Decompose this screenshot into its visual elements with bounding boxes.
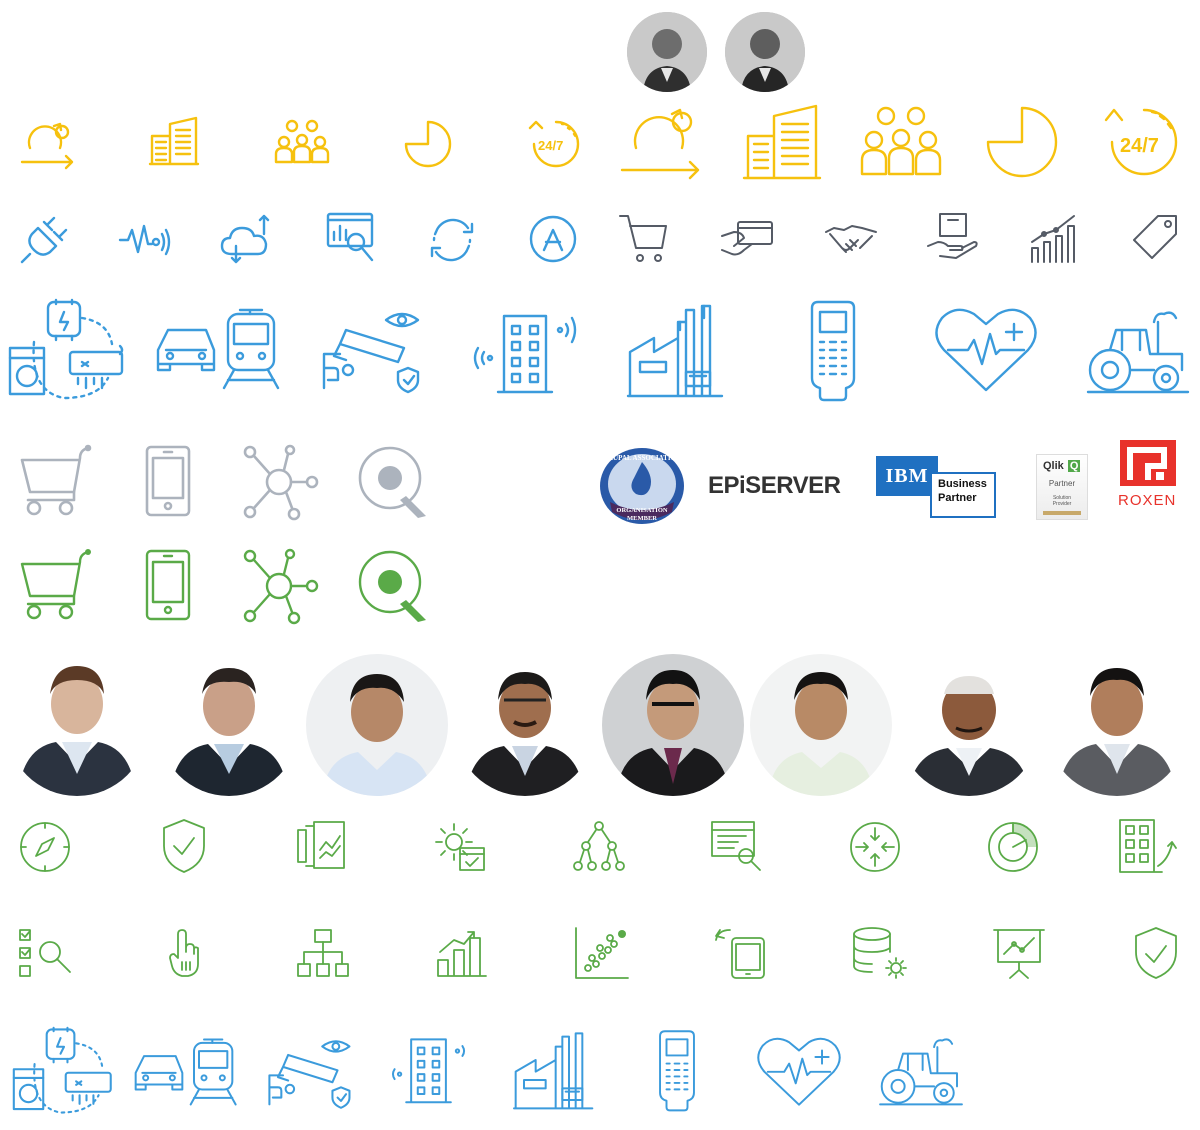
- avatar-3: [306, 654, 448, 796]
- mobile-icon: [144, 444, 192, 518]
- pos-terminal-icon: [808, 298, 858, 402]
- app-store-icon: [528, 214, 578, 264]
- price-tag-icon: [1132, 212, 1180, 262]
- qlik-partner-logo: Qlik Q Partner Solution Provider: [1036, 454, 1088, 520]
- qlik-brand: Qlik: [1043, 460, 1064, 472]
- qlik-line3: Provider: [1052, 501, 1072, 507]
- hierarchy-icon: [572, 820, 626, 872]
- avatar-person-2: [725, 12, 805, 92]
- smart-building-icon: [473, 312, 580, 394]
- team-large-icon: [860, 104, 942, 176]
- shield-check-icon: [1132, 926, 1180, 980]
- avatar-1: [6, 654, 148, 796]
- arrows-converge-icon: [848, 820, 902, 874]
- agile-cycle-icon: [20, 118, 76, 170]
- qlik-search-icon: [356, 548, 432, 624]
- ibm-line2: Partner: [938, 492, 977, 504]
- pos-terminal-icon: [656, 1028, 698, 1112]
- smart-home-icon: [8, 298, 128, 402]
- team-icon: [274, 118, 330, 164]
- cart-icon: [18, 444, 94, 518]
- svg-text:ORGANISATION: ORGANISATION: [616, 507, 667, 514]
- card-payment-icon: [720, 218, 774, 258]
- smart-building-icon: [388, 1036, 474, 1104]
- health-icon: [934, 304, 1038, 394]
- network-hub-icon: [240, 548, 319, 625]
- tractor-icon: [1086, 306, 1190, 394]
- pie-analysis-icon: [986, 820, 1040, 874]
- building-large-icon: [742, 102, 822, 182]
- avatar-person-1: [627, 12, 707, 92]
- factory-icon: [512, 1030, 596, 1110]
- svg-text:24/7: 24/7: [538, 138, 563, 153]
- roxen-logo: ROXEN: [1118, 440, 1180, 512]
- tablet-sync-icon: [714, 926, 766, 980]
- compass-icon: [18, 820, 72, 874]
- ibm-brand: IBM: [876, 456, 938, 496]
- transport-icon: [134, 1036, 244, 1108]
- qlik-line2: Solution: [1052, 495, 1072, 501]
- presentation-icon: [992, 926, 1046, 980]
- avatar-7: [898, 654, 1040, 796]
- shield-check-icon: [160, 818, 208, 874]
- ibm-line1: Business: [938, 478, 987, 490]
- org-chart-icon: [296, 928, 350, 978]
- drupal-association-logo: DRUPAL ASSOCIATION ORGANISATION MEMBER: [598, 446, 686, 526]
- pulse-signal-icon: [118, 222, 172, 258]
- avatar-2: [158, 654, 300, 796]
- refresh-cycle-icon: [426, 214, 478, 266]
- growth-chart-icon: [1028, 212, 1080, 264]
- svg-text:DRUPAL ASSOCIATION: DRUPAL ASSOCIATION: [603, 454, 681, 462]
- shopping-cart-icon: [618, 212, 670, 264]
- smart-home-icon: [12, 1026, 116, 1116]
- mobile-icon: [144, 548, 192, 622]
- transport-icon: [156, 306, 288, 392]
- svg-text:MEMBER: MEMBER: [627, 515, 657, 522]
- avatar-8: [1046, 654, 1188, 796]
- surveillance-icon: [320, 308, 428, 394]
- qlik-mark: Q: [1067, 460, 1081, 472]
- support-24-7-icon: 24/7: [528, 118, 582, 168]
- bar-growth-icon: [436, 928, 488, 978]
- cloud-sync-icon: [220, 214, 276, 264]
- pie-chart-icon: [402, 118, 454, 168]
- avatar-5: [602, 654, 744, 796]
- avatar-6: [750, 654, 892, 796]
- tractor-icon: [878, 1034, 964, 1106]
- agile-cycle-large-icon: [620, 104, 706, 180]
- network-hub-icon: [240, 444, 319, 521]
- qlik-search-icon: [356, 444, 432, 520]
- support-24-7-large-icon: 24/7: [1104, 104, 1182, 180]
- building-growth-icon: [1118, 818, 1180, 874]
- episerver-logo: EPiSERVER: [708, 472, 841, 499]
- database-settings-icon: [852, 926, 908, 980]
- pointer-hand-icon: [168, 928, 202, 978]
- avatar-4: [454, 654, 596, 796]
- settings-calendar-icon: [432, 820, 488, 872]
- ibm-business-partner-logo: IBM Business Partner: [876, 456, 996, 518]
- factory-icon: [626, 302, 726, 398]
- report-pages-icon: [296, 820, 348, 870]
- building-icon: [148, 116, 200, 166]
- cart-icon: [18, 548, 94, 622]
- handshake-icon: [824, 218, 878, 260]
- document-search-icon: [710, 820, 762, 872]
- surveillance-icon: [266, 1036, 358, 1109]
- pie-chart-large-icon: [984, 104, 1060, 180]
- plug-icon: [20, 214, 70, 264]
- scatter-chart-icon: [574, 926, 630, 980]
- health-icon: [756, 1034, 842, 1108]
- qlik-line1: Partner: [1048, 479, 1076, 488]
- roxen-text: ROXEN: [1118, 492, 1177, 509]
- svg-text:24/7: 24/7: [1120, 135, 1159, 157]
- web-analytics-icon: [326, 212, 374, 264]
- delivery-box-icon: [926, 212, 978, 264]
- checklist-search-icon: [18, 928, 72, 978]
